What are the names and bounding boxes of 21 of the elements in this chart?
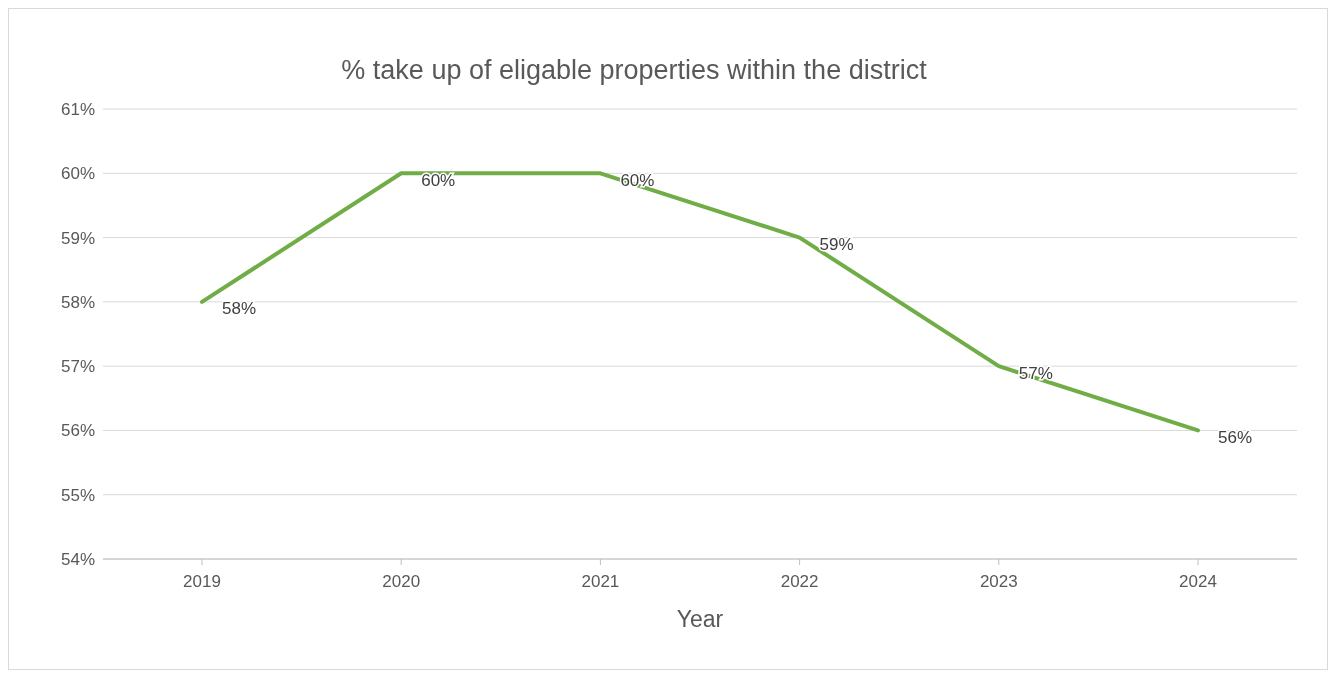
chart-title: % take up of eligable properties within the district <box>340 55 928 86</box>
data-label: 56% <box>1218 427 1253 447</box>
data-label: 58% <box>222 299 257 319</box>
y-tick-label: 61% <box>60 100 95 120</box>
y-tick-label: 55% <box>60 485 95 505</box>
x-tick-label: 2021 <box>581 572 620 592</box>
x-tick-label: 2020 <box>382 572 421 592</box>
y-tick-label: 60% <box>60 164 95 184</box>
y-tick-label: 57% <box>60 357 95 377</box>
y-tick-label: 56% <box>60 421 95 441</box>
x-tick-label: 2023 <box>979 572 1018 592</box>
x-tick-label: 2024 <box>1179 572 1217 592</box>
x-tick-label: 2019 <box>183 572 221 592</box>
y-tick-label: 54% <box>60 550 95 570</box>
x-tick-label: 2022 <box>780 572 819 592</box>
line-series <box>200 171 1200 433</box>
y-tick-label: 58% <box>60 292 95 312</box>
data-label: 59% <box>819 235 854 255</box>
x-axis-title: Year <box>676 606 724 632</box>
y-tick-label: 59% <box>60 228 95 248</box>
data-label: 60% <box>421 170 456 190</box>
